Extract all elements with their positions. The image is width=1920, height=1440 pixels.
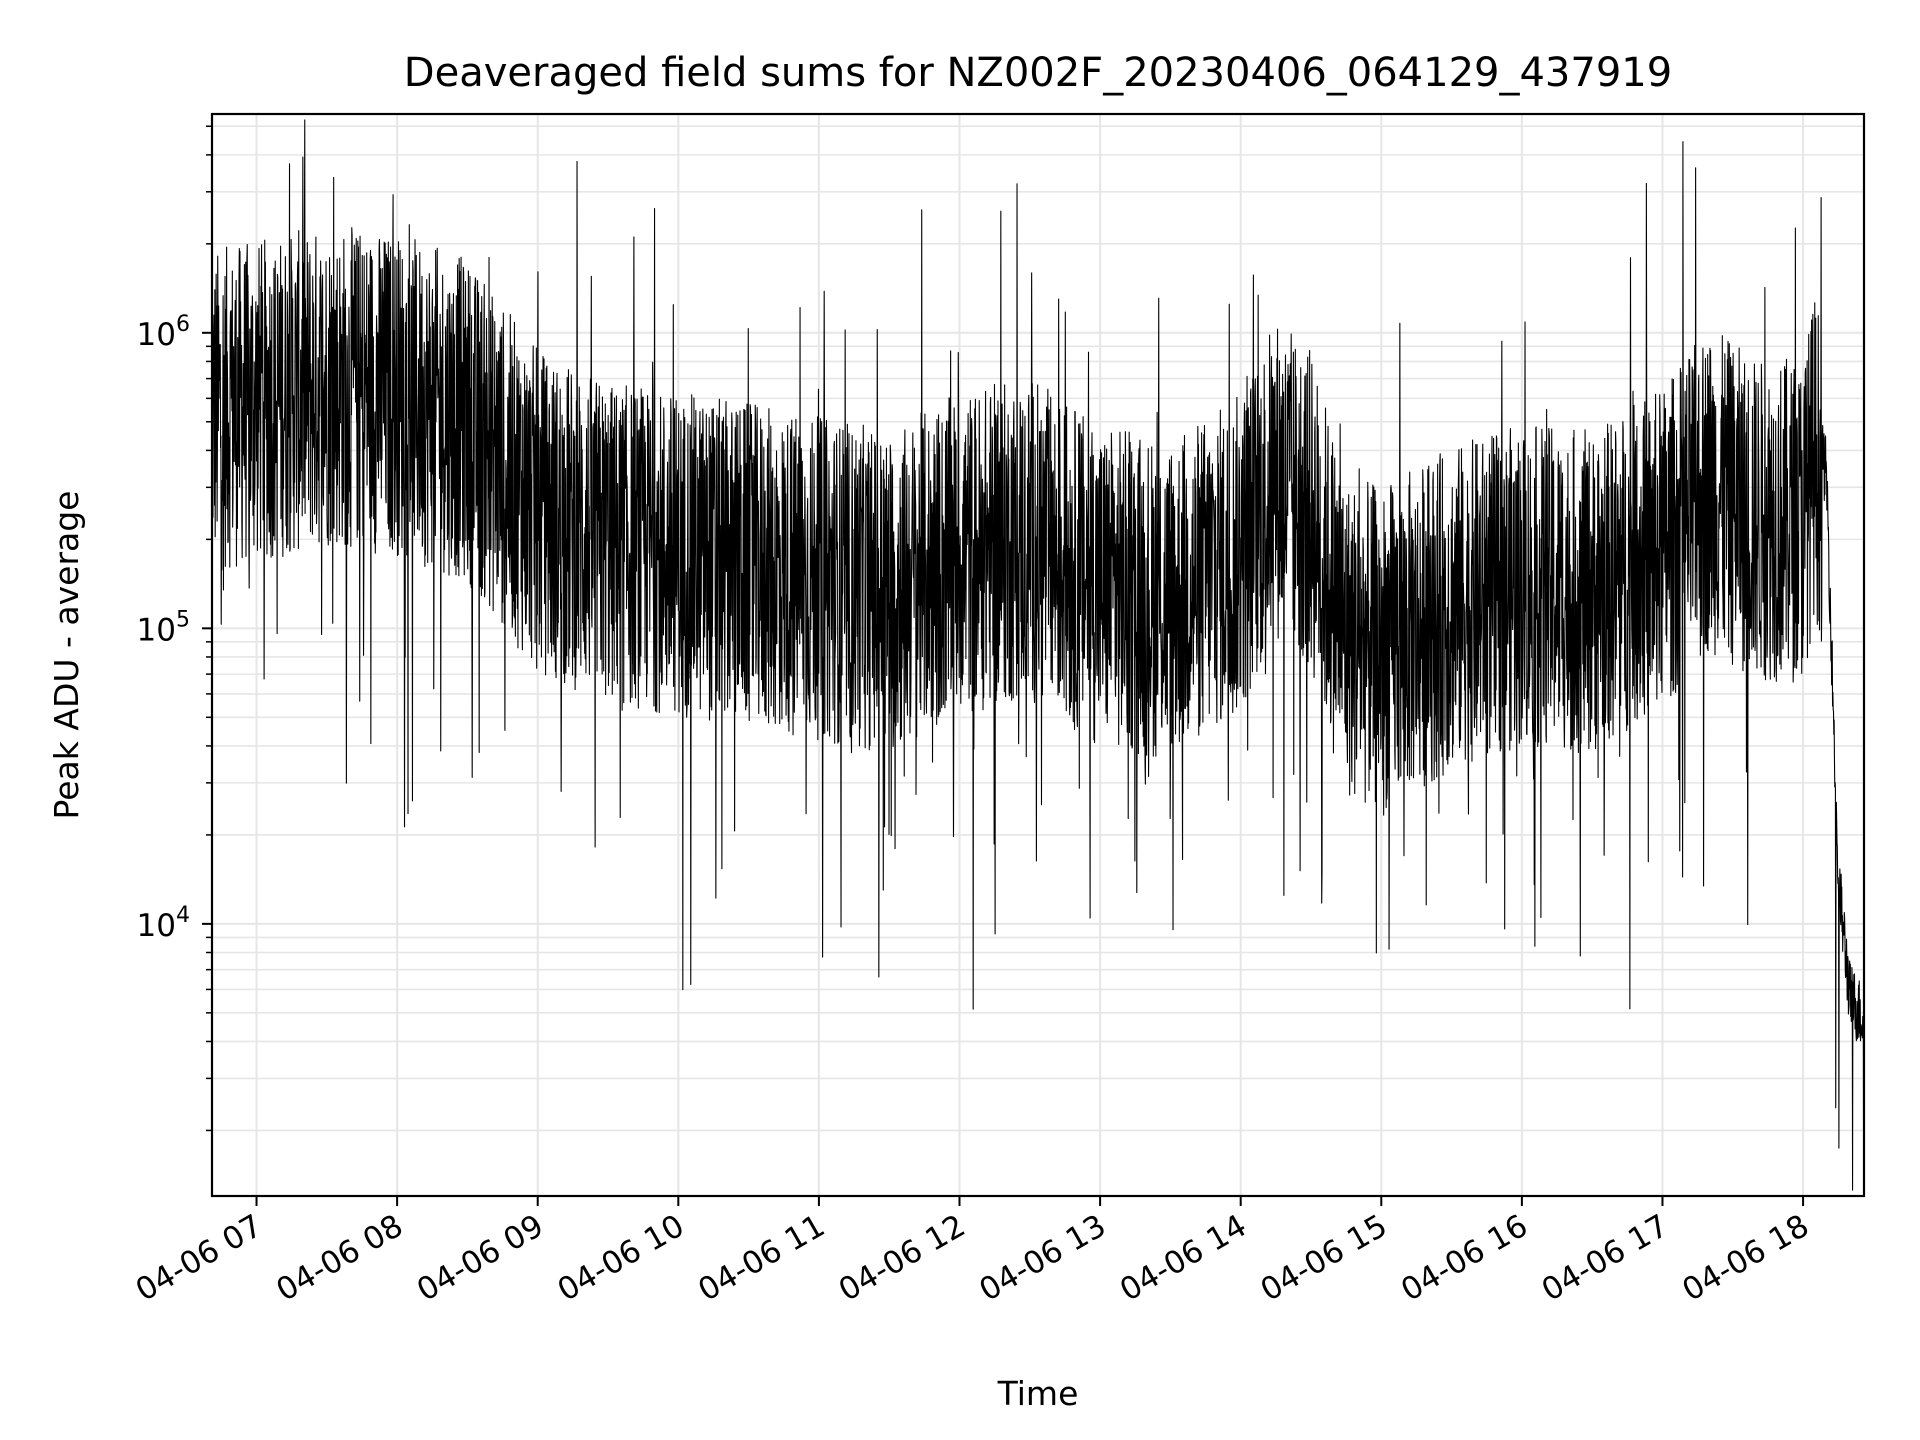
series-layer: [211, 119, 1865, 1191]
x-tick-label: 04-06 15: [1255, 1208, 1394, 1309]
x-tick-label: 04-06 07: [130, 1208, 269, 1309]
x-tick-label: 04-06 09: [411, 1208, 550, 1309]
x-tick-label: 04-06 18: [1676, 1208, 1815, 1309]
x-tick-label: 04-06 17: [1536, 1208, 1675, 1309]
x-tick-label: 04-06 14: [1114, 1208, 1253, 1309]
y-tick-label: 104: [137, 903, 190, 944]
plot-frame: [210, 112, 1866, 1198]
y-tick-label: 105: [137, 607, 190, 648]
chart-title: Deaveraged field sums for NZ002F_2023040…: [404, 50, 1672, 96]
y-axis-label: Peak ADU - average: [47, 491, 86, 820]
y-axis-ticks: 104 105 106: [137, 125, 212, 1132]
y-tick-label: 106: [137, 312, 190, 353]
x-tick-label: 04-06 16: [1395, 1208, 1534, 1309]
x-tick-label: 04-06 10: [552, 1208, 691, 1309]
x-tick-label: 04-06 12: [833, 1208, 972, 1309]
x-axis-ticks: 04-06 07 04-06 08 04-06 09 04-06 10 04-06 11…: [130, 1196, 1815, 1309]
x-tick-label: 04-06 08: [270, 1208, 409, 1309]
series-line: [211, 119, 1865, 1191]
x-tick-label: 04-06 13: [973, 1208, 1112, 1309]
x-axis-label: Time: [997, 1374, 1079, 1413]
x-tick-label: 04-06 11: [692, 1208, 831, 1309]
